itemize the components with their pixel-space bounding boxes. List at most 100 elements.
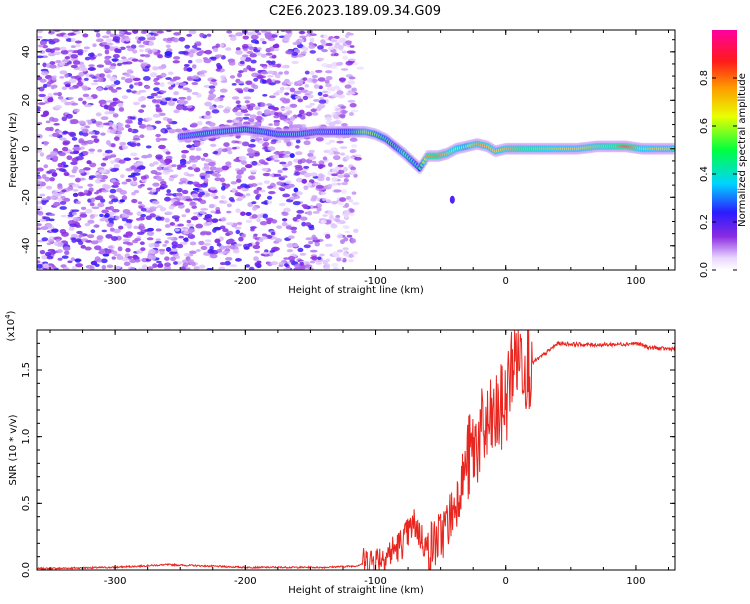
noise-speckle bbox=[96, 235, 104, 240]
noise-speckle bbox=[160, 129, 166, 133]
noise-speckle bbox=[323, 34, 328, 38]
noise-speckle bbox=[268, 174, 276, 177]
noise-speckle bbox=[328, 150, 334, 156]
noise-speckle bbox=[122, 238, 131, 242]
noise-speckle bbox=[186, 173, 195, 177]
noise-speckle bbox=[140, 207, 147, 212]
noise-speckle bbox=[320, 219, 327, 224]
noise-speckle bbox=[292, 243, 299, 248]
noise-speckle bbox=[147, 254, 153, 260]
noise-speckle bbox=[113, 228, 121, 234]
noise-speckle bbox=[96, 195, 104, 201]
noise-speckle bbox=[209, 105, 215, 110]
noise-speckle bbox=[49, 61, 56, 65]
noise-speckle bbox=[176, 166, 182, 170]
y-tick-label: 1.0 bbox=[21, 429, 32, 445]
noise-speckle bbox=[173, 200, 181, 206]
noise-speckle bbox=[211, 218, 219, 223]
noise-speckle bbox=[59, 32, 66, 36]
noise-speckle bbox=[70, 257, 76, 262]
noise-speckle bbox=[238, 236, 244, 242]
noise-speckle bbox=[206, 33, 212, 37]
noise-speckle bbox=[259, 221, 268, 226]
spectrogram-y-axis-label: Frequency (Hz) bbox=[8, 112, 19, 188]
noise-speckle bbox=[63, 246, 71, 251]
noise-speckle bbox=[42, 83, 48, 89]
noise-speckle bbox=[46, 242, 52, 246]
noise-speckle bbox=[317, 164, 324, 169]
noise-speckle bbox=[336, 140, 344, 144]
noise-speckle bbox=[334, 85, 340, 89]
noise-speckle bbox=[200, 183, 208, 188]
spectrogram-y-ticks: -40 -20 0 20 40 bbox=[21, 39, 675, 271]
noise-speckle bbox=[67, 131, 76, 136]
noise-speckle bbox=[71, 102, 79, 106]
noise-speckle bbox=[239, 56, 247, 61]
noise-speckle bbox=[68, 226, 75, 231]
noise-speckle bbox=[245, 193, 251, 197]
x-tick-label: -200 bbox=[234, 276, 257, 287]
noise-speckle bbox=[282, 155, 291, 158]
noise-speckle bbox=[48, 40, 56, 45]
noise-speckle bbox=[298, 38, 305, 43]
noise-speckle bbox=[205, 239, 212, 243]
noise-speckle bbox=[102, 41, 108, 45]
noise-speckle bbox=[298, 87, 305, 91]
noise-speckle bbox=[136, 142, 141, 147]
noise-speckle bbox=[115, 87, 122, 90]
noise-speckle bbox=[146, 237, 154, 241]
noise-speckle bbox=[248, 175, 256, 180]
noise-speckle bbox=[210, 210, 216, 214]
noise-speckle bbox=[327, 183, 333, 188]
noise-speckle bbox=[344, 84, 352, 89]
noise-speckle bbox=[322, 94, 329, 98]
noise-speckle bbox=[237, 72, 242, 78]
noise-speckle bbox=[336, 234, 343, 239]
noise-speckle bbox=[93, 130, 100, 135]
noise-speckle bbox=[165, 193, 174, 196]
noise-speckle bbox=[165, 124, 171, 128]
noise-speckle bbox=[254, 106, 261, 111]
noise-speckle bbox=[257, 47, 262, 51]
noise-speckle bbox=[253, 233, 258, 237]
noise-speckle bbox=[37, 210, 41, 214]
noise-speckle bbox=[209, 186, 217, 191]
noise-speckle bbox=[43, 141, 49, 146]
noise-speckle bbox=[167, 236, 175, 240]
noise-speckle bbox=[74, 40, 82, 44]
noise-speckle bbox=[172, 37, 179, 43]
noise-speckle bbox=[101, 265, 107, 270]
noise-speckle bbox=[315, 69, 323, 73]
noise-speckle bbox=[275, 90, 284, 94]
noise-speckle bbox=[219, 88, 228, 93]
noise-speckle bbox=[241, 44, 249, 49]
noise-speckle bbox=[120, 76, 126, 80]
noise-speckle bbox=[283, 267, 291, 270]
noise-speckle bbox=[317, 91, 323, 96]
noise-speckle bbox=[172, 60, 180, 64]
noise-speckle bbox=[50, 196, 55, 200]
noise-speckle bbox=[291, 124, 300, 129]
noise-speckle bbox=[315, 136, 324, 142]
noise-speckle bbox=[140, 104, 147, 108]
noise-speckle bbox=[348, 58, 357, 62]
noise-speckle bbox=[186, 77, 193, 81]
noise-speckle bbox=[72, 192, 79, 197]
noise-speckle bbox=[303, 172, 312, 178]
noise-speckle bbox=[78, 97, 83, 102]
noise-speckle bbox=[173, 32, 181, 36]
noise-speckle bbox=[165, 246, 172, 252]
noise-speckle bbox=[343, 178, 349, 183]
noise-speckle bbox=[171, 164, 177, 168]
noise-speckle bbox=[297, 247, 304, 253]
noise-speckle bbox=[278, 264, 284, 267]
noise-speckle bbox=[336, 174, 345, 178]
noise-speckle bbox=[324, 79, 330, 84]
noise-speckle bbox=[211, 172, 218, 177]
noise-speckle bbox=[234, 140, 240, 144]
noise-speckle bbox=[166, 189, 172, 194]
noise-speckle bbox=[270, 141, 277, 145]
noise-speckle bbox=[304, 84, 310, 88]
noise-speckle bbox=[72, 60, 81, 65]
